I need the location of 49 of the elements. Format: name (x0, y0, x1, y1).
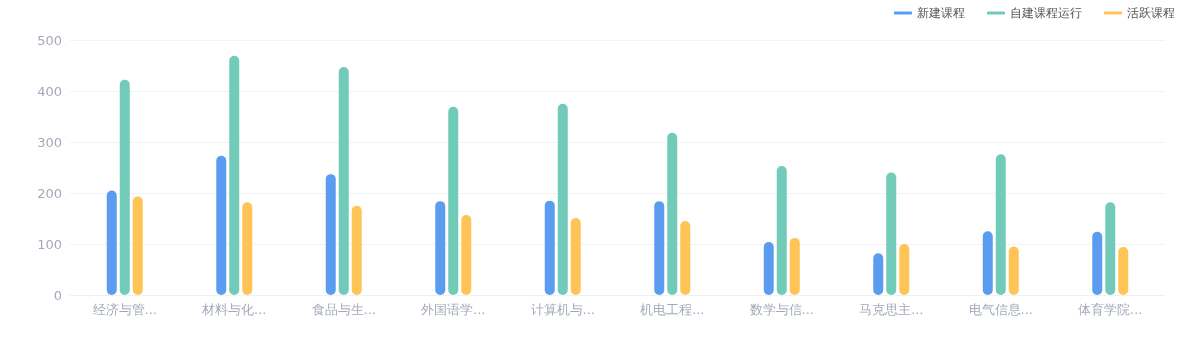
bar (325, 174, 336, 295)
x-tick-label: 食品与生... (311, 302, 376, 317)
x-tick-label: 体育学院... (1078, 302, 1143, 317)
x-tick-label: 计算机与... (530, 302, 595, 317)
bar (435, 201, 446, 295)
x-tick-label: 电气信息... (968, 302, 1033, 317)
bar (886, 172, 897, 295)
y-tick-label: 100 (37, 236, 62, 252)
bar (570, 217, 581, 295)
bar (995, 154, 1006, 295)
bar (1008, 246, 1019, 295)
y-tick-label: 400 (37, 83, 62, 99)
bar (448, 106, 459, 295)
bar (242, 202, 253, 295)
bar (776, 165, 787, 295)
x-tick-label: 数学与信... (749, 302, 814, 317)
bar (132, 196, 143, 295)
x-tick-label: 机电工程... (640, 302, 705, 317)
y-tick-label: 300 (37, 134, 62, 150)
bar (789, 237, 800, 295)
bar (1092, 231, 1103, 295)
legend-label: 新建课程 (917, 6, 965, 20)
bar (229, 55, 240, 295)
x-tick-label: 材料与化... (201, 302, 267, 317)
bar (557, 103, 568, 295)
bar (654, 201, 665, 295)
bar (461, 214, 472, 295)
x-tick-label: 经济与管... (92, 302, 157, 317)
bar (1105, 202, 1116, 295)
legend-label: 活跃课程 (1127, 6, 1175, 20)
y-tick-label: 0 (53, 287, 62, 303)
bar (544, 200, 555, 295)
bar (119, 79, 130, 295)
bar (1118, 247, 1129, 295)
bar (873, 253, 884, 295)
bar (351, 205, 362, 295)
bar (667, 132, 678, 295)
bar (338, 67, 349, 295)
bar (216, 155, 227, 295)
bar (899, 244, 910, 295)
bar (763, 241, 774, 295)
bar (680, 221, 691, 295)
legend-label: 自建课程运行 (1010, 6, 1082, 20)
bar (106, 190, 117, 295)
y-tick-label: 500 (37, 32, 62, 48)
y-tick-label: 200 (37, 185, 62, 201)
bar (982, 231, 993, 295)
x-tick-label: 外国语学... (421, 302, 486, 317)
x-tick-label: 马克思主... (859, 302, 924, 317)
